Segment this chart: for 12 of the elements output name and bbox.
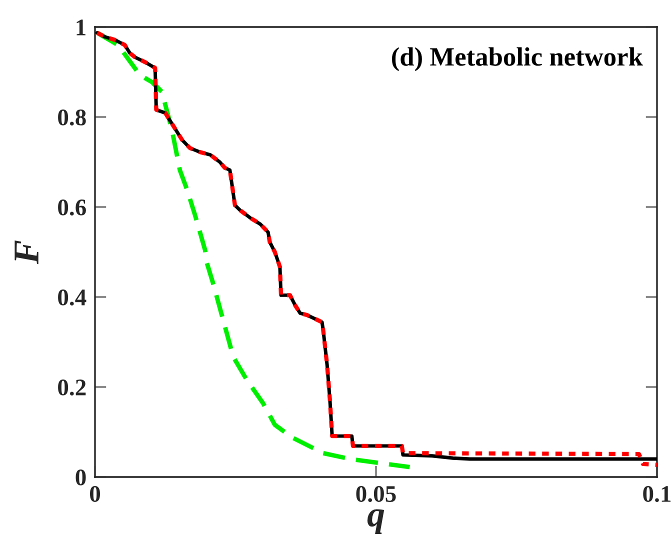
x-tick-label: 0.05 — [356, 486, 396, 502]
y-tick-label: 0.8 — [58, 109, 86, 126]
x-tick-label: 0.1 — [643, 486, 671, 502]
y-axis-title: F — [14, 240, 38, 264]
y-tick-label: 0.2 — [58, 379, 86, 396]
x-axis-title: q — [367, 509, 384, 534]
y-tick-label: 0 — [76, 469, 86, 486]
y-tick-label: 0.6 — [58, 199, 86, 216]
y-tick-label: 0.4 — [58, 289, 86, 306]
y-tick-label: 1 — [76, 20, 86, 36]
x-tick-label: 0 — [90, 486, 100, 502]
annotation: (d) Metabolic network — [392, 47, 643, 72]
